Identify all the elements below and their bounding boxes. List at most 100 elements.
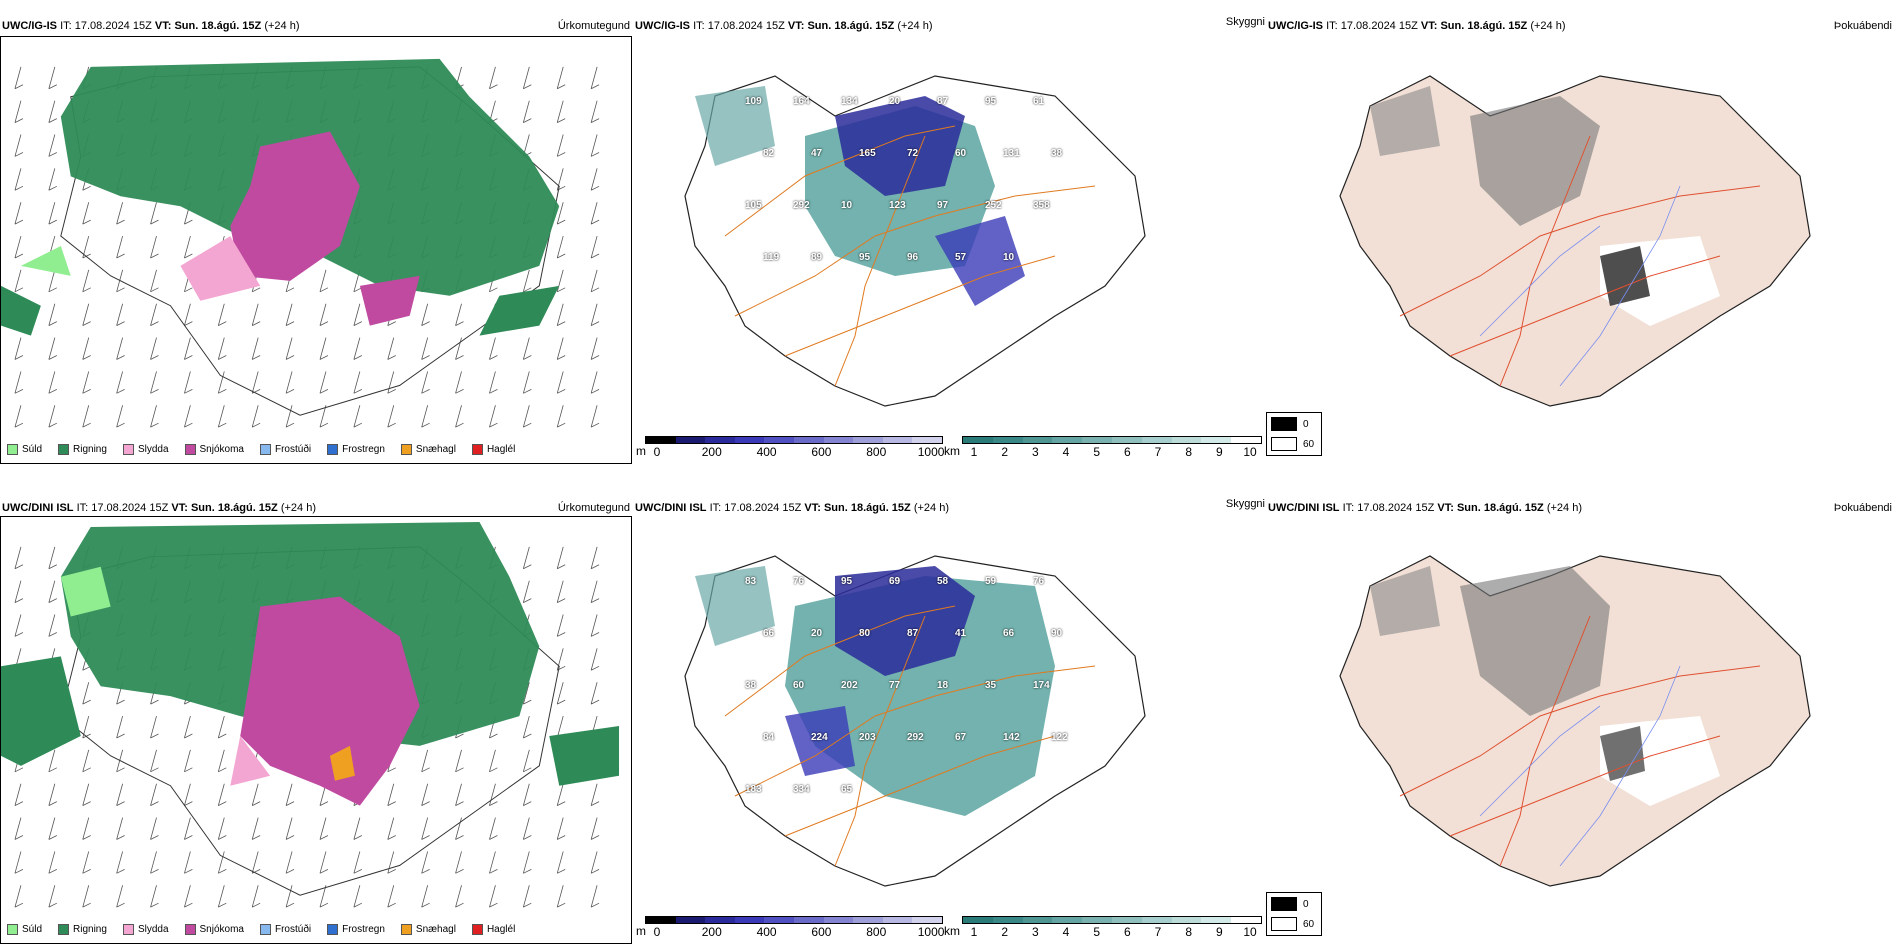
wind-barb-icon xyxy=(48,783,58,807)
wind-barb-icon xyxy=(82,783,91,807)
wind-barb-icon xyxy=(590,546,600,570)
wind-barb-icon xyxy=(489,851,498,874)
wind-barb-icon xyxy=(387,885,396,908)
colorbar-tick-label: 200 xyxy=(701,925,722,939)
wind-barb-icon xyxy=(251,885,261,908)
visibility-value-label: 18 xyxy=(937,680,949,691)
precip-map-1[interactable]: Súld Rigning Slydda Snjókoma Frostúði Fr… xyxy=(0,36,632,464)
low-visibility-area xyxy=(835,96,965,196)
wind-barb-icon xyxy=(48,614,58,637)
visibility-value-label: 77 xyxy=(889,680,901,691)
roads xyxy=(724,125,1096,387)
colorbar-segment xyxy=(705,437,735,443)
colorbar-ticks: 0 200 400 600 800 1000 xyxy=(645,444,945,459)
visibility-value-label: 76 xyxy=(1033,576,1045,587)
it-value: 17.08.2024 15Z xyxy=(74,20,152,32)
precip-map-2[interactable]: Súld Rigning Slydda Snjókoma Frostúði Fr… xyxy=(0,516,632,944)
wind-barb-icon xyxy=(556,546,566,570)
wind-barb-icon xyxy=(150,303,159,327)
sleet-area xyxy=(180,236,261,301)
cloud-high-swatch-icon xyxy=(1271,437,1297,451)
wind-barb-icon xyxy=(455,783,464,807)
wind-barb-icon xyxy=(590,337,600,360)
wind-barb-icon xyxy=(522,66,532,90)
unit-km: km xyxy=(944,444,960,458)
visibility-value-label: 66 xyxy=(763,628,775,639)
wind-barb-icon xyxy=(48,371,58,394)
wind-barb-icon xyxy=(285,303,295,327)
visibility-value-label: 58 xyxy=(937,576,949,587)
rain-area-sw xyxy=(1,285,41,336)
wind-barb-icon xyxy=(48,100,58,123)
unit-m: m xyxy=(636,444,646,458)
wind-barb-icon xyxy=(150,405,159,428)
wind-barb-icon xyxy=(455,817,464,840)
wind-barb-icon xyxy=(489,783,498,807)
low-visibility-area-2 xyxy=(785,706,855,776)
wind-barb-icon xyxy=(251,303,261,327)
visibility-value-label: 109 xyxy=(745,96,762,107)
wind-barb-icon xyxy=(522,851,532,874)
visibility-labels: 83 76 95 69 58 59 76 66 20 80 87 41 66 90 38 60 202 77 18 3… xyxy=(635,516,1265,916)
visibility-value-label: 69 xyxy=(889,576,901,587)
visibility-value-label: 123 xyxy=(889,200,906,211)
rain-area-e xyxy=(549,726,620,786)
drizzle-area xyxy=(60,566,111,617)
wind-barb-icon xyxy=(184,885,193,908)
legend-swatch-icon xyxy=(400,924,412,935)
fog-map-1[interactable] xyxy=(1300,36,1870,426)
precip-legend: Súld Rigning Slydda Snjókoma Frostúði Fr… xyxy=(7,444,525,455)
wind-barb-icon xyxy=(556,235,566,259)
colorbar-segment xyxy=(1231,917,1261,923)
wind-barb-icon xyxy=(184,303,193,327)
wind-barb-icon xyxy=(48,851,58,874)
colorbar-tick-label: 200 xyxy=(701,445,722,459)
fog-map-2[interactable] xyxy=(1300,516,1870,906)
wind-barb-icon xyxy=(251,851,261,874)
wind-barb-icon xyxy=(489,66,498,90)
wind-barb-icon xyxy=(455,337,464,360)
wind-barb-icon xyxy=(82,851,91,874)
wind-barb-icon xyxy=(48,546,58,570)
wind-barb-icon xyxy=(387,337,396,360)
wind-barb-icon xyxy=(14,817,24,840)
visibility-value-label: 65 xyxy=(841,784,853,795)
wind-barb-icon xyxy=(387,851,396,874)
wind-barb-icon xyxy=(522,405,532,428)
wind-barb-icon xyxy=(556,614,566,637)
rivers xyxy=(1479,185,1681,387)
wind-barb-icon xyxy=(590,303,600,327)
legend-swatch-icon xyxy=(58,444,70,455)
colorbar-tick-label: 10 xyxy=(1243,925,1257,939)
wind-barb-icon xyxy=(590,202,600,225)
colorbar-segment xyxy=(675,437,706,443)
colorbar-segment xyxy=(882,437,913,443)
wind-barb-icon xyxy=(184,405,193,428)
visibility-value-label: 67 xyxy=(955,732,967,743)
visibility-title-2: UWC/DINI ISL IT: 17.08.2024 15Z VT: Sun.… xyxy=(635,502,949,514)
colorbar-tick-label: 8 xyxy=(1185,925,1192,939)
visibility-value-label: 90 xyxy=(1051,628,1063,639)
colorbar-ticks: 0 200 400 600 800 1000 xyxy=(645,924,945,939)
wind-barb-icon xyxy=(217,337,227,360)
visibility-value-label: 80 xyxy=(859,628,871,639)
wind-barb-icon xyxy=(251,817,261,840)
lead-time: (+24 h) xyxy=(264,20,300,32)
cloud-legend-2: 0 60 xyxy=(1266,892,1322,936)
cloud-low-swatch-icon xyxy=(1271,897,1297,911)
wind-barb-icon xyxy=(116,202,125,225)
wind-barb-icon xyxy=(217,371,227,394)
sleet-area xyxy=(230,735,271,786)
visibility-map-1[interactable]: 109 164 134 20 87 95 61 82 47 165 72 60 131 38 105 292 1… xyxy=(635,36,1265,436)
wind-barb-icon xyxy=(590,371,600,394)
wind-barb-icon xyxy=(217,749,227,773)
rain-area-w xyxy=(1,656,81,766)
precip-map-svg xyxy=(1,58,600,428)
visibility-map-2[interactable]: 83 76 95 69 58 59 76 66 20 80 87 41 66 90 38 60 202 77 18 3… xyxy=(635,516,1265,916)
snow-area xyxy=(240,596,420,806)
wind-barb-icon xyxy=(489,371,498,394)
wind-barb-icon xyxy=(421,817,430,840)
visibility-value-label: 224 xyxy=(811,732,828,743)
wind-barb-icon xyxy=(353,337,363,360)
colorbar-tick-label: 7 xyxy=(1154,925,1162,939)
